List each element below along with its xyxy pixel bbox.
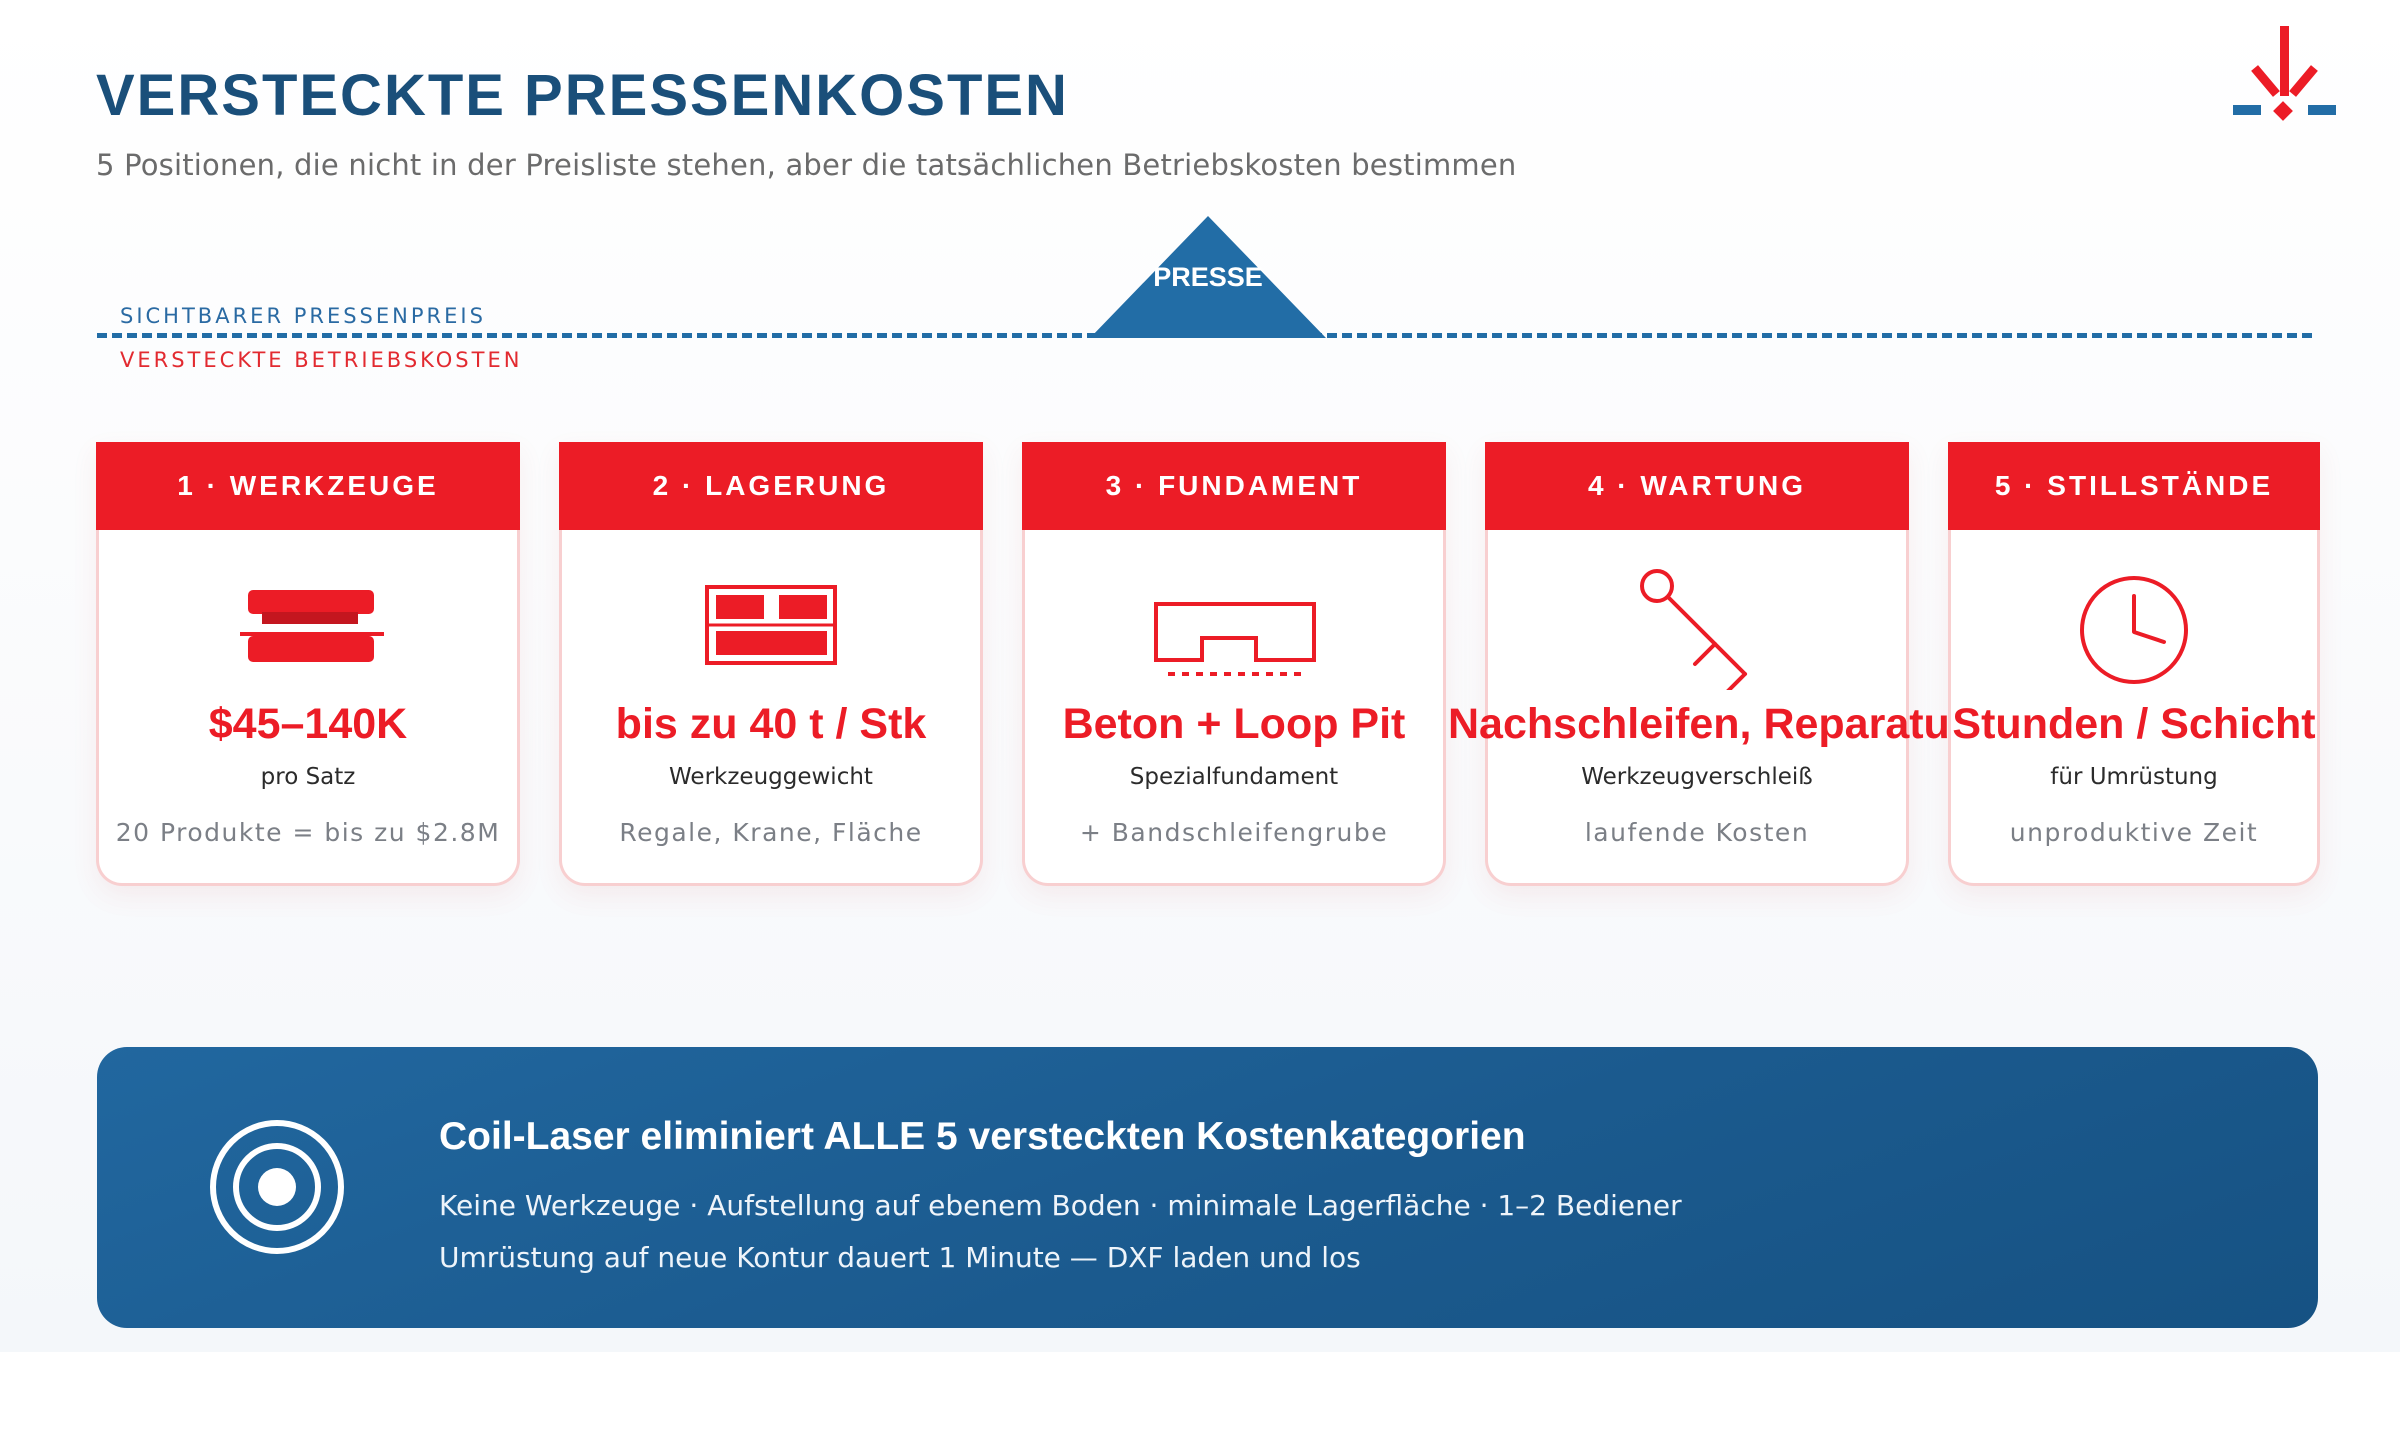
- banner-changeover-line: Umrüstung auf neue Kontur dauert 1 Minut…: [439, 1241, 1361, 1274]
- banner-title: Coil-Laser eliminiert ALLE 5 versteckten…: [439, 1115, 1526, 1158]
- clock-icon: [2080, 576, 2188, 684]
- storage-rack-icon: [705, 585, 837, 665]
- card-note: unproduktive Zeit: [2009, 818, 2259, 847]
- card-value: $45–140K: [208, 700, 408, 748]
- card-header: 2 · LAGERUNG: [559, 442, 983, 530]
- card-value: Nachschleifen, Reparatur: [1448, 700, 1967, 748]
- solution-banner: Coil-Laser eliminiert ALLE 5 versteckten…: [97, 1047, 2318, 1328]
- key-wrench-icon: [1640, 569, 1747, 690]
- cost-card-werkzeuge: 1 · WERKZEUGE $45–140K pro Satz 20 Produ…: [96, 442, 520, 886]
- card-value: bis zu 40 t / Stk: [615, 700, 927, 748]
- press-die-icon: [240, 590, 384, 662]
- page-subtitle: 5 Positionen, die nicht in der Preislist…: [96, 148, 1517, 182]
- card-header: 5 · STILLSTÄNDE: [1948, 442, 2320, 530]
- page-title: VERSTECKTE PRESSENKOSTEN: [96, 63, 1069, 128]
- cost-card-fundament: 3 · FUNDAMENT Beton + Loop Pit Spezialfu…: [1022, 442, 1446, 886]
- card-subtitle: Spezialfundament: [1129, 764, 1339, 790]
- card-note: Regale, Krane, Fläche: [619, 818, 923, 847]
- hidden-costs-label: VERSTECKTE BETRIEBSKOSTEN: [120, 348, 523, 372]
- foundation-pit-icon: [1154, 602, 1316, 676]
- card-subtitle: Werkzeuggewicht: [669, 764, 873, 790]
- card-header: 3 · FUNDAMENT: [1022, 442, 1446, 530]
- slide: VERSTECKTE PRESSENKOSTEN 5 Positionen, d…: [0, 0, 2400, 1352]
- card-header: 4 · WARTUNG: [1485, 442, 1909, 530]
- laser-burst-logo-icon: [2233, 26, 2336, 121]
- target-icon: [210, 1120, 344, 1254]
- cost-card-lagerung: 2 · LAGERUNG bis zu 40 t / Stk Werkzeugg…: [559, 442, 983, 886]
- banner-benefits-line: Keine Werkzeuge · Aufstellung auf ebenem…: [439, 1189, 1682, 1222]
- press-triangle-icon: [1090, 216, 1326, 338]
- card-note: laufende Kosten: [1584, 818, 1810, 847]
- visible-price-label: SICHTBARER PRESSENPREIS: [120, 304, 486, 328]
- card-subtitle: pro Satz: [260, 764, 356, 790]
- card-subtitle: Werkzeugverschleiß: [1581, 764, 1813, 790]
- card-header: 1 · WERKZEUGE: [96, 442, 520, 530]
- cost-cards: 1 · WERKZEUGE $45–140K pro Satz 20 Produ…: [96, 442, 2320, 888]
- card-subtitle: für Umrüstung: [2050, 764, 2218, 790]
- cost-card-wartung: 4 · WARTUNG Nachschleifen, Reparatur Wer…: [1448, 442, 1967, 886]
- cost-card-stillstaende: 5 · STILLSTÄNDE Stunden / Schicht für Um…: [1948, 442, 2320, 886]
- card-note: + Bandschleifengrube: [1079, 818, 1389, 847]
- card-note: 20 Produkte = bis zu $2.8M: [115, 818, 501, 847]
- press-label: PRESSE: [1153, 262, 1263, 292]
- card-value: Beton + Loop Pit: [1062, 700, 1406, 748]
- card-value: Stunden / Schicht: [1952, 700, 2316, 748]
